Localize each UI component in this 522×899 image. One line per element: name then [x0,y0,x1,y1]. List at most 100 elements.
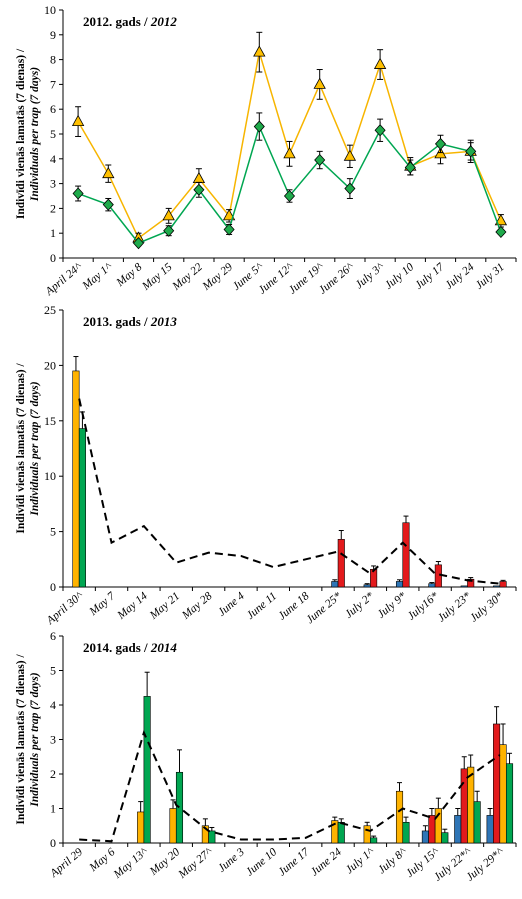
data-point-diamond [495,225,507,239]
y-axis-label-english: Individuals per trap (7 days) [29,67,41,202]
bar [421,830,429,844]
x-tick-label: June 10 [244,846,280,879]
bar [143,696,151,844]
y-tick-label: 5 [50,664,56,678]
x-tick-label: June 4 [216,590,247,619]
data-point-triangle [162,209,175,221]
y-tick-label: 8 [50,53,56,67]
bar [441,832,449,844]
dashed-trend-line [78,398,500,585]
bar [402,821,410,844]
data-point-triangle [373,57,387,69]
y-tick-label: 20 [44,358,56,372]
chart-title-latvian: 2013. gads / [83,314,151,329]
x-tick-label: May 15 [139,261,174,293]
data-point-diamond [434,137,447,151]
chart-title-latvian: 2012. gads / [83,14,151,29]
data-point-triangle [494,213,508,226]
y-tick-label: 10 [44,469,56,483]
x-tick-label: July 23* [436,590,474,625]
data-point-triangle [192,171,206,184]
y-axis-label-english: Individuals per trap (7 days) [29,672,41,807]
bar [337,821,345,844]
data-point-diamond [344,182,356,195]
data-point-diamond [72,187,84,200]
x-tick-label: July 24 [443,261,477,292]
data-point-triangle [253,45,266,57]
y-axis-label: Indivīdi vienās lamatās (7 dienas) / [15,363,27,534]
y-tick-label: 9 [50,28,56,42]
y-tick-label: 25 [44,303,56,317]
bar [460,585,468,588]
x-tick-label: June 11 [245,590,280,622]
data-point-diamond [314,153,326,167]
x-tick-label: June 3 [216,846,247,875]
bar [486,815,494,844]
data-point-diamond [253,120,265,133]
x-tick-label: July 1^ [344,845,378,876]
bar [363,825,371,844]
x-tick-label: April 30^ [44,589,86,627]
y-tick-label: 4 [50,152,56,166]
data-point-diamond [132,237,145,250]
x-tick-label: July 29*^ [464,845,506,883]
bar [370,837,378,844]
bar [434,564,442,588]
y-tick-label: 3 [50,733,56,747]
x-tick-label: July 31 [473,261,506,292]
x-tick-label: May 13^ [111,845,151,881]
data-point-triangle [71,114,85,126]
y-tick-label: 10 [44,3,56,17]
chart-title: 2013. gads / 2013 [83,314,177,329]
y-tick-label: 1 [50,226,56,240]
data-point-diamond [374,124,386,137]
chart-title-year: 2012 [150,14,178,29]
bar [78,428,86,588]
x-tick-label: April 29 [48,846,86,880]
chart-title: 2014. gads / 2014 [83,640,177,655]
x-tick-label: May 1^ [80,260,115,292]
x-tick-label: July 30* [468,590,506,625]
x-tick-label: July 17 [413,260,447,292]
data-point-diamond [465,145,477,158]
x-tick-label: July 10 [383,261,417,292]
x-tick-label: May 29 [200,261,235,293]
y-tick-label: 2 [50,201,56,215]
bar [402,522,410,588]
x-tick-label: June 17 [276,845,312,878]
bar [72,370,80,588]
chart-title-latvian: 2014. gads / [83,640,151,655]
bar [454,815,462,844]
data-point-diamond [102,198,114,211]
y-tick-label: 2 [50,767,56,781]
bar [499,581,507,588]
bar [337,539,345,588]
x-tick-label: June 24 [309,846,345,879]
bar [395,790,404,844]
y-axis-label: Indivīdi vienās lamatās (7 dienas) / [15,48,27,219]
y-tick-label: 6 [50,102,56,116]
data-point-triangle [283,147,296,159]
y-axis-label: Indivīdi vienās lamatās (7 dienas) / [15,654,27,825]
bar [428,815,436,844]
bar [363,584,371,588]
y-tick-label: 3 [50,177,56,191]
y-tick-label: 0 [50,580,56,594]
bar [460,768,468,844]
x-tick-label: July 3^ [353,260,387,291]
bar [137,811,145,844]
data-point-diamond [193,183,205,196]
data-point-triangle [313,77,326,89]
x-tick-label: April 24^ [43,260,85,298]
dashed-trend-line [79,729,501,843]
y-tick-label: 5 [50,525,56,539]
data-point-diamond [163,224,175,237]
bar [169,808,177,844]
bar [473,801,481,844]
bar [428,583,436,588]
bar [505,763,514,844]
